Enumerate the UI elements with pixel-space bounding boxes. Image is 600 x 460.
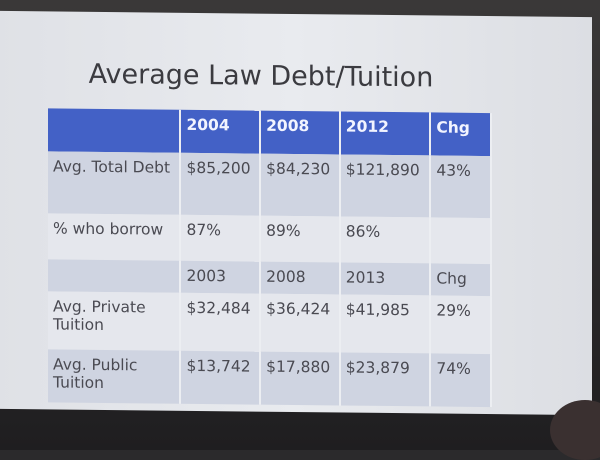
projected-slide: Average Law Debt/Tuition 2004 2008 2012 … — [0, 10, 592, 416]
header-cell: Chg — [430, 112, 491, 157]
table-cell: 89% — [260, 215, 340, 263]
table-cell: $17,880 — [260, 351, 340, 406]
table-cell: 2013 — [339, 262, 431, 296]
slide-title: Average Law Debt/Tuition — [88, 58, 434, 94]
table-cell: Chg — [430, 263, 491, 297]
table-cell: 74% — [430, 353, 491, 408]
table-row: % who borrow 87% 89% 86% — [48, 213, 491, 265]
row-label — [48, 259, 181, 293]
row-label: Avg. Total Debt — [48, 151, 181, 215]
header-cell: 2004 — [180, 109, 261, 154]
row-label: Avg. Private Tuition — [48, 291, 181, 351]
table-cell: 29% — [430, 295, 491, 355]
table-subheader-row: 2003 2008 2013 Chg — [48, 259, 491, 297]
row-label: % who borrow — [48, 213, 181, 261]
debt-tuition-table: 2004 2008 2012 Chg Avg. Total Debt $85,2… — [48, 108, 492, 408]
table-cell: 86% — [339, 216, 431, 264]
table-row: Avg. Private Tuition $32,484 $36,424 $41… — [48, 291, 491, 355]
header-cell — [48, 108, 181, 153]
row-label: Avg. Public Tuition — [48, 349, 181, 404]
table-cell — [430, 217, 491, 265]
table-cell: $32,484 — [180, 292, 261, 352]
table-cell: $85,200 — [180, 152, 261, 216]
table-cell: 2008 — [260, 261, 340, 295]
table-cell: $23,879 — [339, 352, 431, 407]
table-header-row: 2004 2008 2012 Chg — [48, 108, 491, 157]
table-row: Avg. Total Debt $85,200 $84,230 $121,890… — [48, 151, 491, 219]
table-cell: 87% — [180, 214, 261, 262]
table-cell: $13,742 — [180, 350, 261, 405]
table-cell: 43% — [430, 155, 491, 219]
table-row: Avg. Public Tuition $13,742 $17,880 $23,… — [48, 349, 491, 408]
table-cell: $121,890 — [339, 154, 431, 218]
table-cell: $84,230 — [260, 153, 340, 217]
header-cell: 2008 — [260, 110, 340, 155]
table-cell: 2003 — [180, 260, 261, 294]
table-cell: $41,985 — [339, 294, 431, 354]
header-cell: 2012 — [339, 111, 431, 156]
table-cell: $36,424 — [260, 293, 340, 353]
